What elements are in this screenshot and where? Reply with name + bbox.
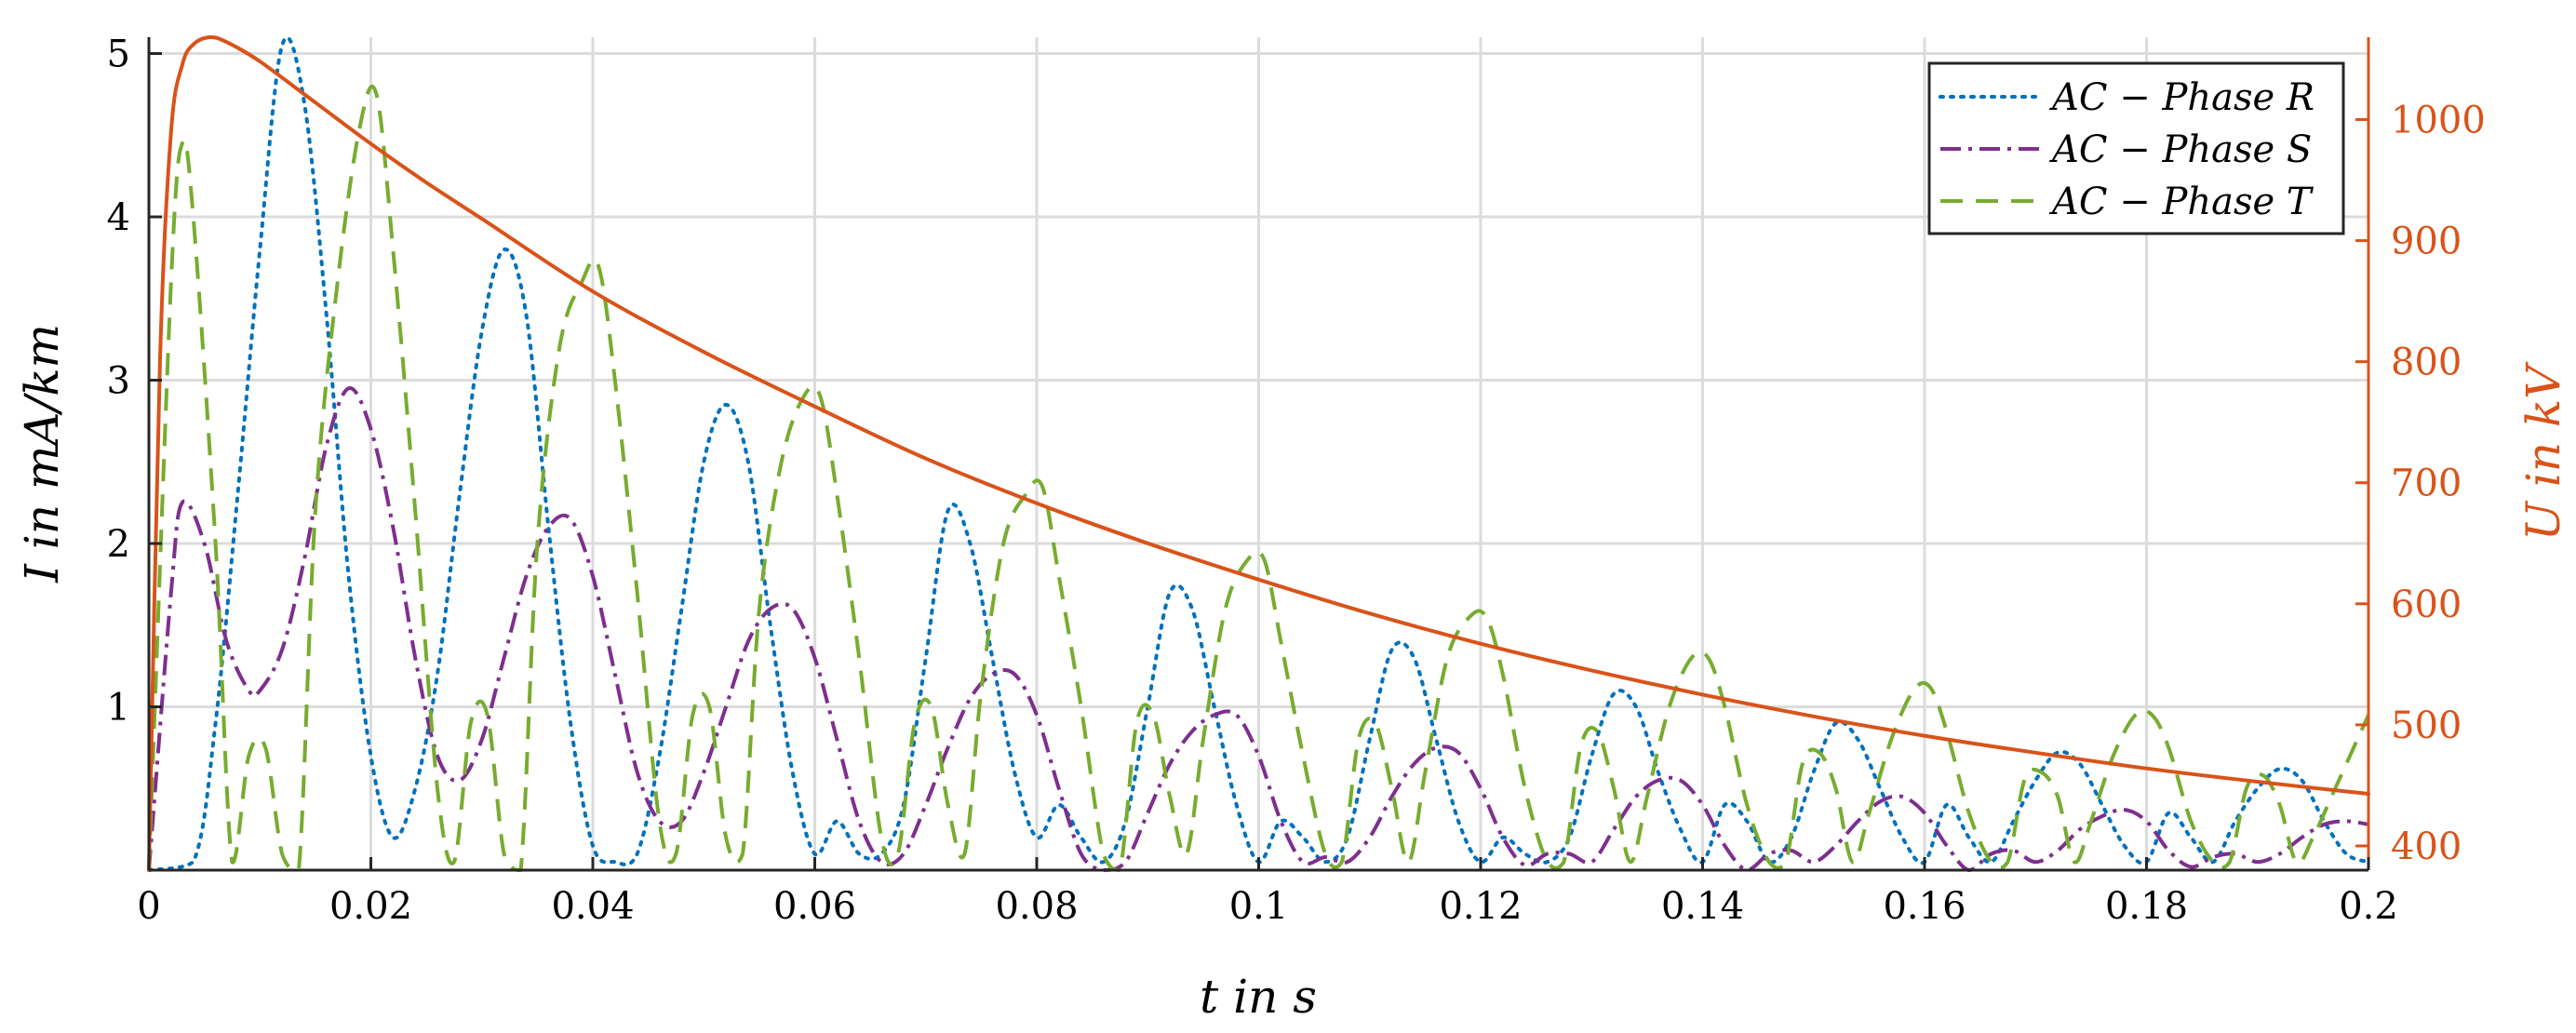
y2-axis-title: U in kV bbox=[2516, 361, 2570, 541]
x-tick-label: 0.06 bbox=[773, 885, 856, 928]
y-tick-label: 2 bbox=[107, 523, 130, 566]
legend-label-phase-s: AC − Phase S bbox=[2048, 128, 2312, 171]
x-tick-label: 0.12 bbox=[1439, 885, 1522, 928]
legend: AC − Phase R AC − Phase S AC − Phase T bbox=[1927, 61, 2345, 235]
x-tick-label: 0.2 bbox=[2339, 885, 2398, 928]
x-axis-title: t in s bbox=[1200, 970, 1317, 1024]
y2-tick-label: 400 bbox=[2391, 825, 2462, 868]
y-tick-label: 3 bbox=[107, 360, 130, 403]
y2-tick-label: 700 bbox=[2391, 463, 2462, 505]
x-tick-label: 0.14 bbox=[1661, 885, 1744, 928]
x-tick-label: 0.18 bbox=[2105, 885, 2188, 928]
series-voltage-line bbox=[147, 34, 2370, 872]
y-axis-title: I in mA/km bbox=[15, 324, 69, 584]
x-tick-label: 0.16 bbox=[1883, 885, 1966, 928]
y-tick-label: 5 bbox=[107, 34, 130, 76]
y-tick-label: 4 bbox=[107, 196, 130, 239]
y2-tick-label: 900 bbox=[2391, 221, 2462, 263]
x-tick-label: 0.1 bbox=[1229, 885, 1289, 928]
legend-label-phase-t: AC − Phase T bbox=[2048, 181, 2314, 223]
x-tick-label: 0.04 bbox=[551, 885, 634, 928]
y2-tick-label: 500 bbox=[2391, 704, 2462, 747]
x-tick-label: 0.02 bbox=[329, 885, 412, 928]
ticks: 0 0.02 0.04 0.06 0.08 0.1 0.12 0.14 0.16 0.18 0.2 1… bbox=[107, 34, 2486, 928]
x-tick-label: 0.08 bbox=[995, 885, 1078, 928]
x-tick-label: 0 bbox=[137, 885, 160, 928]
y2-tick-label: 800 bbox=[2391, 342, 2462, 384]
y-tick-label: 1 bbox=[107, 687, 130, 730]
legend-label-phase-r: AC − Phase R bbox=[2048, 76, 2314, 119]
y2-tick-label: 1000 bbox=[2391, 99, 2486, 141]
y2-tick-label: 600 bbox=[2391, 584, 2462, 626]
